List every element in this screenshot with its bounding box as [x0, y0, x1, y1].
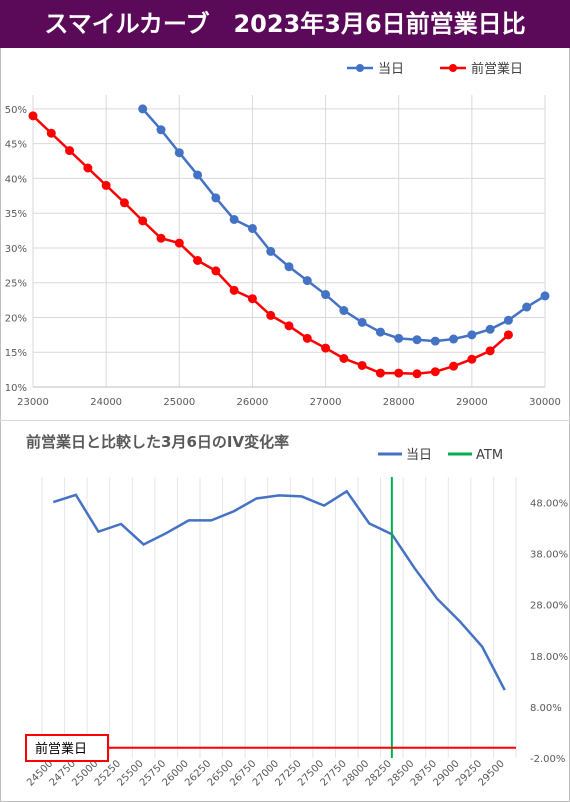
legend-marker — [356, 64, 364, 72]
data-point — [247, 223, 257, 233]
series-line-previous-day — [32, 114, 510, 376]
data-point — [339, 306, 349, 316]
data-point — [156, 233, 166, 243]
data-point — [467, 354, 477, 364]
series-line-today — [52, 489, 506, 691]
data-point — [284, 262, 294, 272]
data-point — [138, 104, 148, 114]
data-point — [193, 170, 203, 180]
x-tick-label: 27000 — [310, 397, 342, 408]
data-point — [101, 180, 111, 190]
data-point — [522, 302, 532, 312]
data-point — [540, 291, 550, 301]
data-point — [321, 343, 331, 353]
data-point — [357, 360, 367, 370]
x-tick-label: 25000 — [163, 397, 195, 408]
y-tick-label: 10% — [5, 383, 27, 394]
data-point — [211, 266, 221, 276]
title-banner: スマイルカーブ 2023年3月6日前営業日比 — [0, 0, 570, 48]
data-point — [302, 333, 312, 343]
data-point — [430, 336, 440, 346]
banner-title: スマイルカーブ 2023年3月6日前営業日比 — [44, 10, 526, 38]
data-point — [211, 193, 221, 203]
data-point — [266, 310, 276, 320]
data-point — [302, 276, 312, 286]
y-tick-label: 28.00% — [530, 601, 568, 612]
data-point — [449, 361, 459, 371]
data-point — [375, 368, 385, 378]
x-tick-label: 26000 — [237, 397, 269, 408]
data-point — [229, 214, 239, 224]
data-point — [138, 216, 148, 226]
data-point — [321, 290, 331, 300]
y-tick-label: 20% — [5, 313, 27, 324]
data-point — [247, 294, 257, 304]
y-tick-label: 45% — [5, 140, 27, 151]
data-point — [485, 324, 495, 334]
iv-change-chart-title: 前営業日と比較した3月6日のIV変化率 — [26, 433, 289, 451]
x-tick-label: 29000 — [456, 397, 488, 408]
data-point — [174, 238, 184, 248]
legend-marker — [449, 64, 457, 72]
y-tick-label: 18.00% — [530, 652, 568, 663]
data-point — [83, 163, 93, 173]
x-tick-label: 29500 — [477, 758, 507, 788]
data-point — [46, 128, 56, 138]
data-point — [503, 330, 513, 340]
smile-curve-chart: 10% 15% 20% 25% 30% 35% 40% 45% 50% 23000 24000 25… — [5, 61, 561, 408]
baseline-label: 前営業日 — [35, 741, 87, 757]
data-point — [485, 346, 495, 356]
data-point — [430, 367, 440, 377]
legend-label: 前営業日 — [471, 61, 523, 77]
y-tick-label: 48.00% — [530, 499, 568, 510]
x-tick-label: 30000 — [529, 397, 561, 408]
data-point — [174, 148, 184, 158]
data-point — [467, 330, 477, 340]
legend-label: 当日 — [378, 62, 404, 77]
y-tick-label: -2.00% — [530, 754, 565, 765]
iv-change-chart: 前営業日と比較した3月6日のIV変化率 48.00% 38.00% 28.00% 18… — [25, 433, 568, 789]
data-point — [375, 327, 385, 337]
x-tick-label: 23000 — [17, 397, 49, 408]
data-point — [156, 125, 166, 135]
data-point — [394, 333, 404, 343]
y-tick-label: 38.00% — [530, 550, 568, 561]
x-tick-label: 28000 — [383, 397, 415, 408]
data-point — [193, 255, 203, 265]
y-tick-label: 30% — [5, 244, 27, 255]
y-tick-label: 15% — [5, 348, 27, 359]
data-point — [266, 246, 276, 256]
legend-label: 当日 — [406, 448, 432, 463]
y-tick-label: 40% — [5, 174, 27, 185]
y-tick-label: 50% — [5, 105, 27, 116]
data-point — [119, 198, 129, 208]
y-tick-label: 8.00% — [530, 703, 562, 714]
data-point — [229, 285, 239, 295]
data-point — [412, 335, 422, 345]
legend-label: ATM — [476, 448, 503, 463]
data-point — [357, 317, 367, 327]
data-point — [65, 146, 75, 156]
data-point — [284, 321, 294, 331]
baseline-label-box — [25, 734, 109, 762]
data-point — [339, 353, 349, 363]
data-point — [28, 111, 38, 121]
y-tick-label: 35% — [5, 209, 27, 220]
data-point — [449, 334, 459, 344]
y-tick-label: 25% — [5, 279, 27, 290]
data-point — [412, 369, 422, 379]
x-tick-label: 24000 — [90, 397, 122, 408]
data-point — [503, 315, 513, 325]
chart-separator — [0, 420, 570, 421]
data-point — [394, 368, 404, 378]
